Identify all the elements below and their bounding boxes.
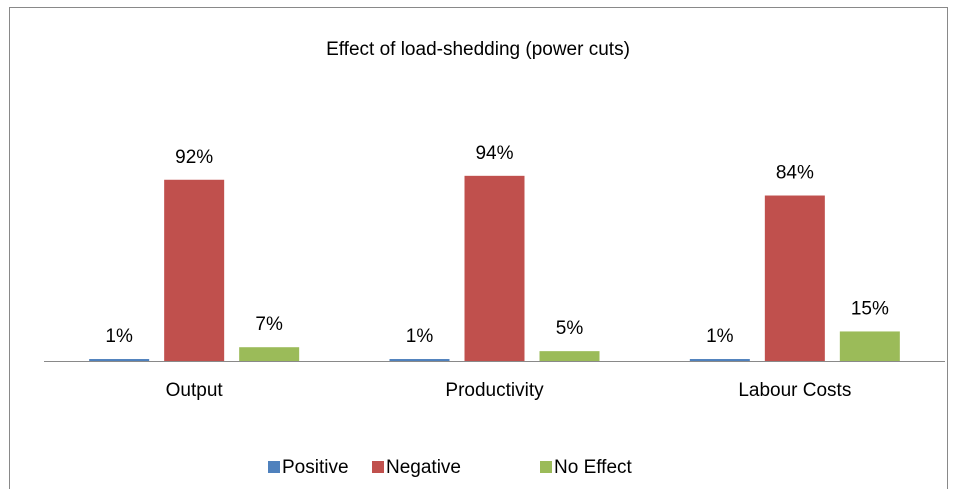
bar [689,359,750,361]
legend-label: No Effect [554,457,633,478]
data-label: 7% [255,314,283,335]
bar [239,347,300,361]
x-tick-label: Labour Costs [738,380,851,401]
bar [539,351,600,361]
x-tick-label: Output [166,380,224,401]
data-label: 94% [475,143,513,164]
bar [764,195,825,361]
legend-label: Positive [282,457,349,478]
chart-title: Effect of load-shedding (power cuts) [326,39,630,60]
legend-swatch [372,461,384,473]
data-label: 92% [175,147,213,168]
data-label: 15% [851,298,889,319]
data-label: 5% [556,318,584,339]
bar [839,331,900,361]
bar [464,175,525,361]
x-tick-label: Productivity [445,380,544,401]
data-label: 1% [706,326,734,347]
legend-swatch [540,461,552,473]
data-label: 1% [105,326,133,347]
legend-swatch [268,461,280,473]
data-label: 1% [406,326,434,347]
bar [389,359,450,361]
legend-label: Negative [386,457,461,478]
bar [164,179,225,361]
bar [89,359,150,361]
data-label: 84% [776,163,814,184]
